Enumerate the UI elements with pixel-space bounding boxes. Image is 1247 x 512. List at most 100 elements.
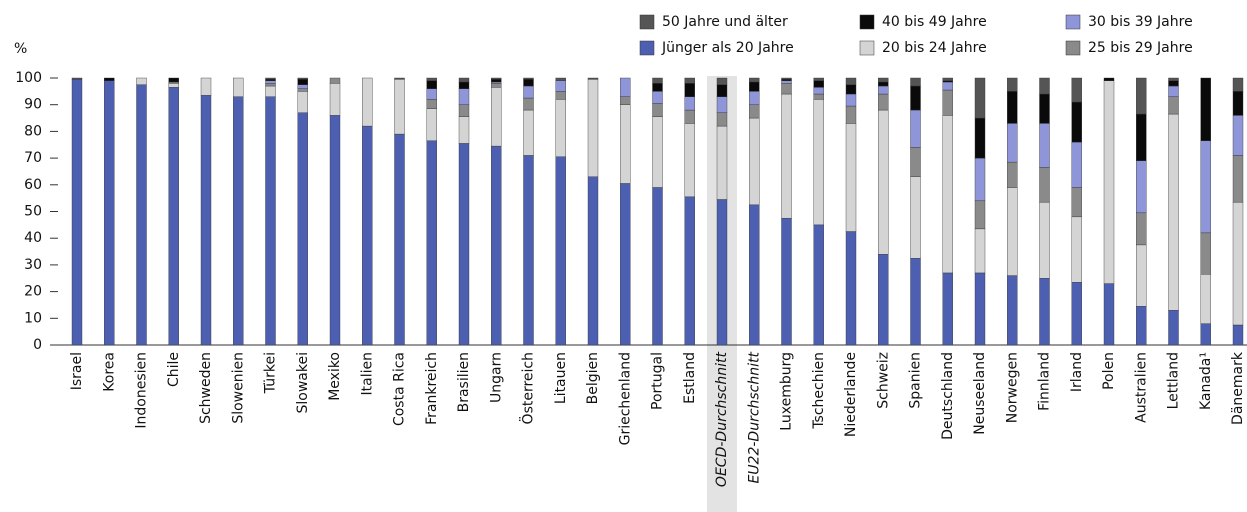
bar-segment <box>458 116 470 144</box>
bar-segment <box>458 88 470 105</box>
x-tick-label: Österreich <box>519 352 537 424</box>
y-tick-label: 20 <box>24 284 42 300</box>
bar-segment <box>265 77 276 80</box>
bar-segment <box>878 77 889 83</box>
bar-segment <box>1007 77 1018 92</box>
x-tick-label: Costa Rica <box>392 352 408 426</box>
bar-segment <box>1168 77 1179 81</box>
bar-segment <box>265 80 276 84</box>
bar-segment <box>136 84 147 346</box>
bar-segment <box>491 79 502 83</box>
x-tick-label: Frankreich <box>424 352 440 425</box>
x-tick-label: Polen <box>1101 352 1117 390</box>
x-tick-label: Luxemburg <box>779 352 795 431</box>
bar-segment <box>297 88 308 92</box>
bar-segment <box>426 88 437 100</box>
bar-segment <box>491 87 502 147</box>
bar-segment <box>1200 323 1211 346</box>
bar-segment <box>716 112 728 127</box>
bar-segment <box>716 77 728 85</box>
bar-segment <box>1071 101 1082 143</box>
bar-segment <box>1039 278 1050 346</box>
bar-segment <box>684 83 695 97</box>
bar-segment <box>716 125 728 200</box>
bar-segment <box>813 87 824 95</box>
bar-segment <box>1039 167 1050 203</box>
bar-segment <box>1232 201 1244 326</box>
legend-label: Jünger als 20 Jahre <box>661 40 794 56</box>
bar-segment <box>555 77 566 81</box>
bar-segment <box>329 77 341 84</box>
x-tick-label: Dänemark <box>1230 351 1246 425</box>
x-tick-label: Niederlande <box>843 352 859 437</box>
bar-segment <box>652 187 663 346</box>
bar-segment <box>974 272 986 346</box>
bar-segment <box>813 77 824 81</box>
bar-segment <box>168 81 179 84</box>
bar-segment <box>781 79 792 81</box>
bar-segment <box>1039 123 1050 168</box>
bar-segment <box>845 84 857 95</box>
bar-segment <box>168 77 179 83</box>
bar-segment <box>942 89 953 116</box>
bar-segment <box>1168 80 1179 87</box>
bar-segment <box>910 109 921 148</box>
legend-label: 40 bis 49 Jahre <box>882 14 987 30</box>
bar-segment <box>1200 77 1211 141</box>
bar-segment <box>1103 77 1115 81</box>
bar-segment <box>491 145 502 346</box>
bar-segment <box>458 77 470 83</box>
bar-segment <box>297 84 308 89</box>
bar-segment <box>233 96 244 346</box>
bar-segment <box>813 80 824 88</box>
bar-segment <box>652 116 663 188</box>
x-tick-label: Estland <box>682 352 698 404</box>
bar-segment <box>910 176 921 259</box>
bar-segment <box>1103 283 1115 346</box>
x-tick-label: Deutschland <box>940 352 956 440</box>
bar-segment <box>749 91 760 105</box>
bar-segment <box>845 93 857 107</box>
bar-segment <box>1168 310 1179 346</box>
y-tick-label: 50 <box>24 204 42 220</box>
bar-segment <box>684 96 695 111</box>
x-tick-label: Tschechien <box>811 352 827 430</box>
bar-segment <box>749 81 760 92</box>
bar-segment <box>1071 282 1082 346</box>
y-tick-label: 10 <box>24 310 42 326</box>
x-tick-label: Portugal <box>650 352 666 410</box>
bar-segment <box>297 77 308 80</box>
bar-segment <box>749 77 760 83</box>
bar-segment <box>200 95 212 346</box>
bar-segment <box>426 140 437 346</box>
y-tick-label: 60 <box>24 177 42 193</box>
bar-segment <box>491 83 502 88</box>
bar-segment <box>104 80 115 346</box>
bar-segment <box>362 77 373 127</box>
x-tick-label: Schweiz <box>875 352 891 409</box>
bar-segment <box>974 77 986 119</box>
bar-segment <box>813 99 824 226</box>
bar-segment <box>297 91 308 113</box>
x-tick-label: Ungarn <box>488 352 504 403</box>
x-tick-label: Griechenland <box>617 352 633 445</box>
legend-swatch <box>859 40 875 56</box>
bar-segment <box>1103 80 1115 284</box>
bar-segment <box>1136 113 1147 161</box>
bar-segment <box>1168 85 1179 97</box>
bar-segment <box>652 83 663 92</box>
bar-segment <box>1007 275 1018 346</box>
bar-segment <box>974 228 986 274</box>
bar-segment <box>329 115 341 346</box>
bar-segment <box>749 104 760 119</box>
bar-segment <box>1136 212 1147 246</box>
bar-segment <box>910 85 921 111</box>
bar-segment <box>523 79 534 87</box>
x-tick-label: Korea <box>101 352 117 392</box>
x-tick-label: Israel <box>69 352 85 390</box>
bar-segment <box>1168 113 1179 311</box>
legend-label: 50 Jahre und älter <box>662 14 788 30</box>
bar-segment <box>878 254 889 346</box>
x-tick-label: Norwegen <box>1004 352 1020 423</box>
bar-segment <box>458 104 470 117</box>
